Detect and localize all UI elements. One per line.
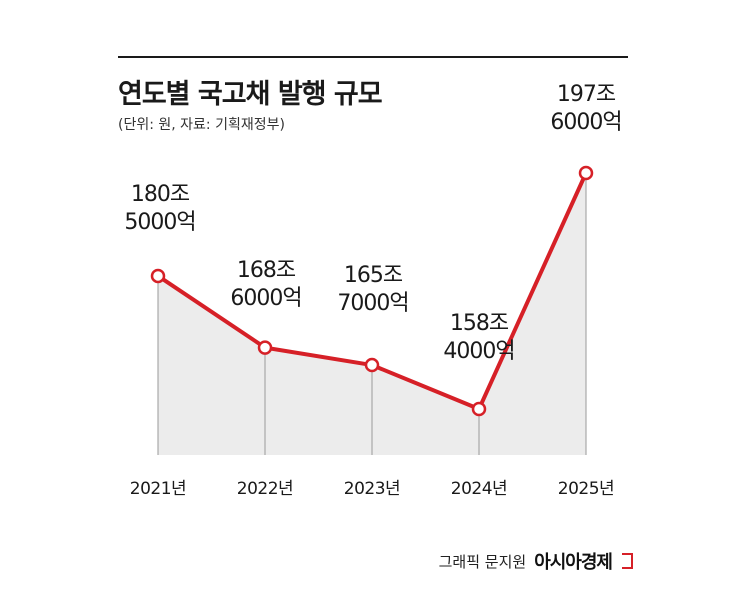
data-label-1-1: 6000억 — [230, 286, 301, 311]
credit: 그래픽 문지원 아시아경제 — [439, 548, 633, 574]
data-label-0-0: 180조 — [131, 182, 190, 207]
chart-subtitle: (단위: 원, 자료: 기획재정부) — [118, 117, 285, 133]
data-point-1 — [257, 340, 273, 355]
x-tick-label-4: 2025년 — [558, 479, 614, 499]
data-point-4 — [578, 165, 594, 181]
brand-mark-icon — [622, 553, 633, 569]
data-point-0 — [150, 268, 166, 284]
x-tick-label-1: 2022년 — [237, 479, 293, 499]
data-label-2-0: 165조 — [344, 263, 403, 288]
data-label-1-0: 168조 — [237, 258, 296, 283]
top-rule — [118, 56, 628, 58]
data-label-0-1: 5000억 — [124, 210, 195, 235]
chart-title: 연도별 국고채 발행 규모 — [118, 79, 383, 110]
data-label-2-1: 7000억 — [337, 291, 408, 316]
data-label-3-1: 4000억 — [443, 339, 514, 364]
x-tick-label-3: 2024년 — [451, 479, 507, 499]
x-tick-label-2: 2023년 — [344, 479, 400, 499]
data-point-3 — [471, 401, 487, 417]
brand-logo: 아시아경제 — [534, 552, 613, 573]
data-label-4-1: 6000억 — [550, 110, 621, 135]
data-point-2 — [364, 357, 380, 373]
data-label-4-0: 197조 — [557, 82, 616, 107]
data-label-3-0: 158조 — [450, 311, 509, 336]
x-tick-label-0: 2021년 — [130, 479, 186, 499]
credit-text: 그래픽 문지원 — [438, 552, 527, 571]
